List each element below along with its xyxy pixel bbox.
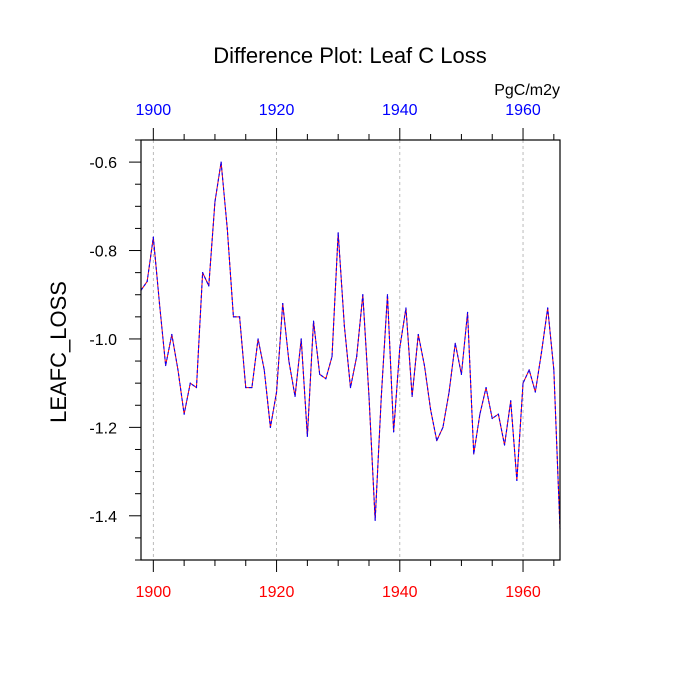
data-point (528, 369, 530, 371)
data-point (430, 409, 432, 411)
data-point (202, 272, 204, 274)
data-point (399, 347, 401, 349)
x-tick-label-bottom: 1940 (382, 584, 418, 601)
data-point (171, 333, 173, 336)
data-point (319, 373, 321, 375)
y-tick-label: -1.2 (89, 420, 117, 437)
data-point (294, 395, 296, 398)
y-tick-label: -0.8 (89, 244, 117, 261)
data-point (251, 386, 253, 389)
data-point (275, 391, 278, 393)
data-point (491, 417, 493, 420)
data-point (306, 435, 308, 437)
data-point (300, 338, 302, 340)
data-point (214, 201, 216, 203)
data-point (534, 391, 536, 393)
data-point (158, 302, 161, 305)
data-point (374, 519, 376, 521)
data-point (257, 338, 259, 340)
grid-lines (152, 140, 524, 560)
x-tick-label-bottom: 1900 (136, 584, 172, 601)
data-point (423, 364, 426, 367)
data-point (189, 382, 191, 384)
tick-marks (129, 128, 555, 572)
data-point (232, 316, 235, 318)
data-point (405, 307, 407, 309)
chart-title: Difference Plot: Leaf C Loss (213, 43, 487, 68)
data-point (183, 413, 185, 415)
data-point (331, 356, 333, 358)
data-point (448, 391, 450, 393)
data-point (393, 431, 395, 433)
data-point (146, 280, 148, 283)
data-point (220, 161, 222, 163)
data-point (460, 373, 463, 375)
data-point (386, 294, 389, 296)
data-point (540, 351, 543, 353)
data-point (516, 479, 518, 482)
data-point (380, 395, 382, 398)
data-point (368, 395, 370, 398)
data-point (356, 356, 358, 358)
data-point (362, 294, 364, 296)
data-point (325, 378, 327, 380)
data-point (343, 325, 345, 327)
data-point (466, 311, 469, 314)
plot-frame (140, 139, 561, 561)
x-tick-label-bottom: 1920 (259, 584, 295, 601)
data-point (165, 364, 167, 367)
data-point (269, 426, 271, 428)
data-point (547, 307, 549, 309)
x-tick-label-top: 1900 (136, 102, 172, 119)
data-point (436, 440, 438, 442)
data-point (226, 227, 228, 230)
data-point (485, 386, 487, 389)
data-point (503, 444, 506, 446)
series-line-blue (140, 161, 561, 530)
data-point (553, 369, 555, 371)
data-point (349, 386, 352, 389)
data-point (238, 316, 241, 318)
x-tick-label-bottom: 1960 (505, 584, 541, 601)
data-point (195, 386, 198, 389)
data-point (263, 369, 265, 371)
data-point (497, 413, 499, 415)
x-tick-label-top: 1940 (382, 102, 418, 119)
data-point (417, 333, 419, 336)
tick-labels: 1900 1900 1920 1920 1940 1940 1960 1960 -1.4 -1.2… (89, 102, 541, 601)
y-tick-label: -1.4 (89, 509, 117, 526)
x-tick-label-top: 1920 (259, 102, 295, 119)
data-point (510, 400, 512, 402)
data-point (288, 360, 290, 362)
data-point (522, 382, 524, 384)
data-point (454, 342, 456, 344)
series-group (140, 161, 561, 530)
x-tick-label-top: 1960 (505, 102, 541, 119)
data-point (411, 395, 413, 398)
data-point (282, 302, 284, 305)
data-point (442, 426, 444, 428)
y-tick-label: -1.0 (89, 332, 117, 349)
y-tick-label: -0.6 (89, 155, 117, 172)
data-point (479, 413, 481, 415)
data-point (208, 285, 210, 287)
data-point (177, 369, 179, 371)
series-line-red (140, 161, 561, 530)
data-point (245, 386, 247, 389)
data-point (473, 453, 475, 455)
data-point (337, 232, 339, 234)
data-point (152, 236, 154, 238)
y-axis-label: LEAFC_LOSS (46, 281, 71, 423)
units-label: PgC/m2y (494, 82, 560, 99)
data-point (312, 320, 315, 322)
